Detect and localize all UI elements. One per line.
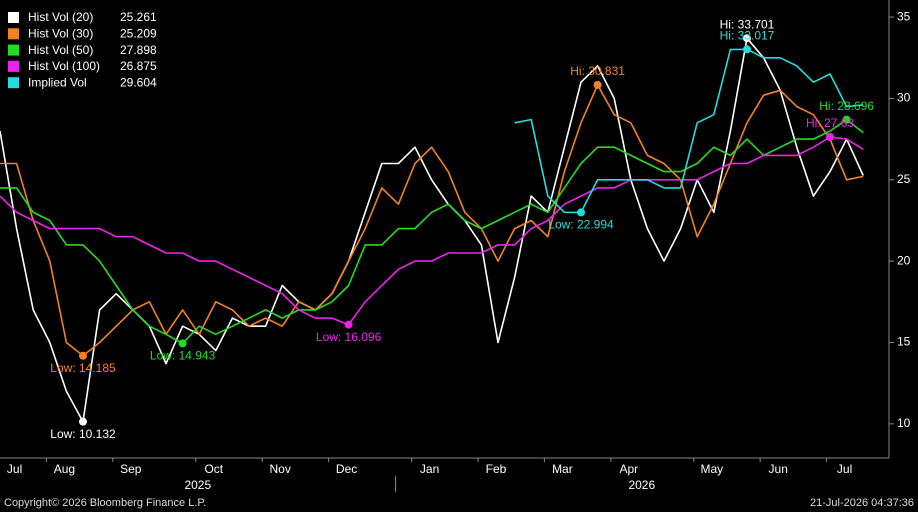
x-tick-label: Oct	[204, 462, 223, 476]
x-tick-label: Apr	[619, 462, 638, 476]
series-line	[514, 48, 864, 214]
series-line	[0, 118, 864, 345]
legend-swatch	[8, 77, 19, 89]
legend-label: Implied Vol	[28, 75, 87, 89]
timestamp: 21-Jul-2026 04:37:36	[810, 497, 914, 509]
annotation-label: Low: 10.132	[50, 427, 116, 441]
legend-swatch	[8, 60, 19, 72]
extreme-marker	[743, 34, 751, 43]
y-tick-label: 25	[897, 172, 911, 186]
annotation-label: Hi: 28.696	[819, 99, 874, 113]
annotation-label: Low: 16.096	[316, 330, 382, 344]
y-tick-label: 15	[897, 335, 911, 349]
legend-box	[2, 2, 168, 86]
annotation-label: Hi: 27.63	[806, 116, 854, 130]
extreme-marker	[79, 417, 87, 426]
series-line	[0, 84, 864, 357]
legend-label: Hist Vol (30)	[28, 26, 93, 40]
legend-label: Hist Vol (20)	[28, 10, 93, 24]
series-line	[0, 136, 864, 326]
legend-swatch	[8, 12, 19, 23]
y-tick-label: 20	[897, 253, 911, 267]
legend-swatch	[8, 28, 19, 40]
annotation-label: Hi: 33.017	[720, 29, 775, 43]
legend-value: 25.209	[120, 26, 157, 40]
annotation-label: Low: 22.994	[548, 218, 614, 232]
y-tick-label: 10	[897, 416, 911, 430]
annotation-label: Low: 14.943	[150, 349, 216, 363]
extreme-marker	[344, 320, 353, 329]
legend-swatch	[8, 44, 19, 56]
legend-value: 27.898	[120, 43, 157, 57]
x-tick-label: Nov	[270, 462, 291, 476]
x-tick-label: Jan	[420, 462, 439, 476]
legend-label: Hist Vol (50)	[28, 43, 93, 57]
y-tick-label: 35	[897, 9, 911, 23]
legend-value: 25.261	[120, 10, 157, 24]
x-tick-label: Aug	[54, 462, 75, 476]
extreme-marker	[826, 132, 834, 141]
extreme-marker	[577, 208, 585, 217]
year-label: 2026	[628, 478, 655, 492]
legend-value: 26.875	[120, 59, 157, 73]
x-tick-label: Dec	[336, 462, 357, 476]
annotation-label: Hi: 33.701	[720, 17, 775, 31]
series-line	[0, 37, 864, 423]
x-tick-label: Feb	[486, 462, 507, 476]
x-tick-label: Jun	[769, 462, 788, 476]
annotation-label: Low: 14.185	[50, 361, 116, 375]
x-tick-label: Jul	[837, 462, 852, 476]
copyright: Copyright© 2026 Bloomberg Finance L.P.	[4, 497, 206, 509]
x-tick-label: May	[700, 462, 723, 476]
year-label: 2025	[184, 478, 211, 492]
x-tick-label: Jul	[7, 462, 22, 476]
annotation-label: Hi: 30.831	[570, 64, 625, 78]
extreme-marker	[79, 351, 87, 360]
legend-label: Hist Vol (100)	[28, 59, 100, 73]
x-tick-label: Sep	[120, 462, 142, 476]
x-tick-label: Mar	[552, 462, 573, 476]
extreme-marker	[842, 115, 851, 124]
extreme-marker	[743, 45, 751, 54]
legend-value: 29.604	[120, 75, 157, 89]
extreme-marker	[593, 80, 602, 89]
y-tick-label: 30	[897, 91, 911, 105]
extreme-marker	[178, 339, 187, 348]
